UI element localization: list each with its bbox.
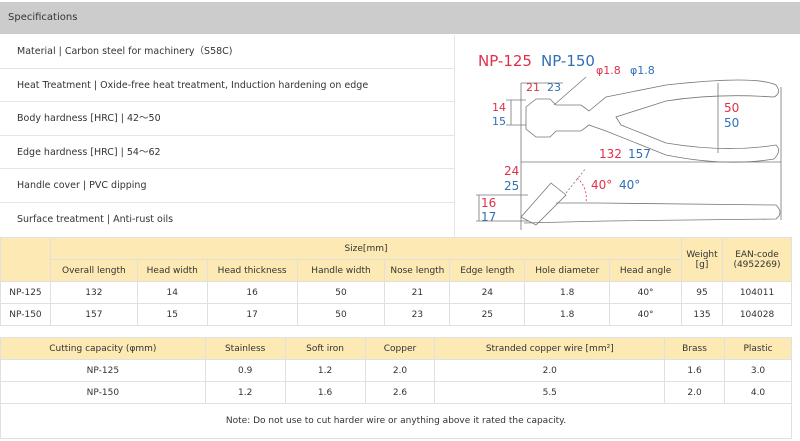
size-group-header: Size[mm]	[49, 237, 683, 260]
table-cell: 50	[296, 303, 386, 326]
table-cell: 2.6	[364, 381, 436, 404]
table-cell: 135	[681, 303, 723, 326]
table-cell: 0.9	[204, 359, 286, 382]
table-cell: 16	[206, 281, 298, 304]
table-cell: 1.2	[284, 359, 366, 382]
table-cell: 5.5	[434, 381, 666, 404]
table-cell: 40°	[609, 281, 683, 304]
dim-nose-b: 23	[547, 81, 561, 94]
col-header: Edge length	[449, 259, 526, 282]
table-cell: 157	[49, 303, 138, 326]
dim-width-b: 15	[492, 115, 506, 128]
dim-edge-b: 25	[504, 179, 519, 193]
spec-list: Material | Carbon steel for machinery（S5…	[0, 35, 455, 237]
table-cell: 3.0	[724, 359, 792, 382]
col-header: Hole diameter	[524, 259, 611, 282]
spec-item: Body hardness [HRC] | 42～50	[0, 102, 454, 136]
table-cell: 21	[384, 281, 451, 304]
col-header: Soft iron	[284, 337, 366, 360]
col-header: Stranded copper wire [mm²]	[434, 337, 666, 360]
spec-item: Handle cover | PVC dipping	[0, 169, 454, 203]
dim-handle-b: 50	[724, 116, 739, 130]
dim-handle-a: 50	[724, 101, 739, 115]
dim-length-a: 132	[599, 147, 622, 161]
table-cell: 25	[449, 303, 526, 326]
table-row: NP-150 157 15 17 50 23 25 1.8 40° 135 104028	[0, 303, 793, 326]
table-row: NP-150 1.2 1.6 2.6 5.5 2.0 4.0	[0, 381, 792, 404]
dim-hole-a: φ1.8	[596, 64, 621, 77]
model-label-a: NP-125	[478, 52, 532, 70]
table-cell: 14	[136, 281, 208, 304]
col-header: Overall length	[49, 259, 138, 282]
model-label-b: NP-150	[541, 52, 595, 70]
size-table: Size[mm] Weight [g] EAN-code (4952269) Ove…	[0, 237, 793, 326]
pliers-diagram: NP-125 NP-150 φ1.8 φ1.8 21 23 14 15 50 5…	[456, 35, 800, 237]
col-header: Nose length	[384, 259, 451, 282]
weight-header: Weight [g]	[681, 237, 723, 282]
table-cell: 1.6	[284, 381, 366, 404]
dim-angle-b: 40°	[619, 178, 640, 192]
dim-angle-a: 40°	[591, 178, 612, 192]
col-header: Head width	[136, 259, 208, 282]
table-cell: NP-125	[0, 281, 51, 304]
table-cell: 2.0	[364, 359, 436, 382]
spec-item: Material | Carbon steel for machinery（S5…	[0, 35, 454, 69]
table-cell: NP-150	[0, 303, 51, 326]
dim-hole-b: φ1.8	[630, 64, 655, 77]
table-row: NP-125 0.9 1.2 2.0 2.0 1.6 3.0	[0, 359, 792, 382]
table-cell: 104028	[721, 303, 793, 326]
table-cell: 17	[206, 303, 298, 326]
dim-length-b: 157	[628, 147, 651, 161]
table-cell: 23	[384, 303, 451, 326]
section-header: Specifications	[0, 2, 800, 34]
spec-item: Surface treatment | Anti-rust oils	[17, 213, 174, 225]
col-header: Copper	[364, 337, 436, 360]
table-cell: 1.6	[664, 359, 726, 382]
table-cell: 1.8	[524, 281, 611, 304]
col-header: Plastic	[724, 337, 792, 360]
col-header: Stainless	[204, 337, 286, 360]
spec-item: Heat Treatment | Oxide-free heat treatme…	[0, 69, 454, 103]
table-cell: 1.8	[524, 303, 611, 326]
table-cell: 4.0	[724, 381, 792, 404]
ean-header: EAN-code (4952269)	[721, 237, 793, 282]
table-cell: NP-150	[0, 381, 206, 404]
dim-width-a: 14	[492, 101, 506, 114]
table-cell: NP-125	[0, 359, 206, 382]
table-cell: 2.0	[664, 381, 726, 404]
model-header	[0, 237, 51, 282]
col-header: Head angle	[609, 259, 683, 282]
table-cell: 1.2	[204, 381, 286, 404]
spec-item: Edge hardness [HRC] | 54～62	[0, 136, 454, 170]
table-cell: 40°	[609, 303, 683, 326]
table-cell: 132	[49, 281, 138, 304]
dim-thick-b: 17	[481, 210, 496, 224]
table-cell: 104011	[721, 281, 793, 304]
col-header: Head thickness	[206, 259, 298, 282]
table-cell: 24	[449, 281, 526, 304]
table-cell: 50	[296, 281, 386, 304]
col-header: Cutting capacity (φmm)	[0, 337, 206, 360]
usage-note: Note: Do not use to cut harder wire or a…	[0, 403, 792, 439]
dim-thick-a: 16	[481, 196, 496, 210]
dim-nose-a: 21	[526, 81, 540, 94]
table-cell: 95	[681, 281, 723, 304]
dim-edge-a: 24	[504, 164, 519, 178]
table-row: NP-125 132 14 16 50 21 24 1.8 40° 95 104011	[0, 281, 793, 304]
col-header: Brass	[664, 337, 726, 360]
table-cell: 2.0	[434, 359, 666, 382]
col-header: Handle width	[296, 259, 386, 282]
cutting-capacity-table: Cutting capacity (φmm) Stainless Soft ir…	[0, 337, 792, 404]
table-cell: 15	[136, 303, 208, 326]
